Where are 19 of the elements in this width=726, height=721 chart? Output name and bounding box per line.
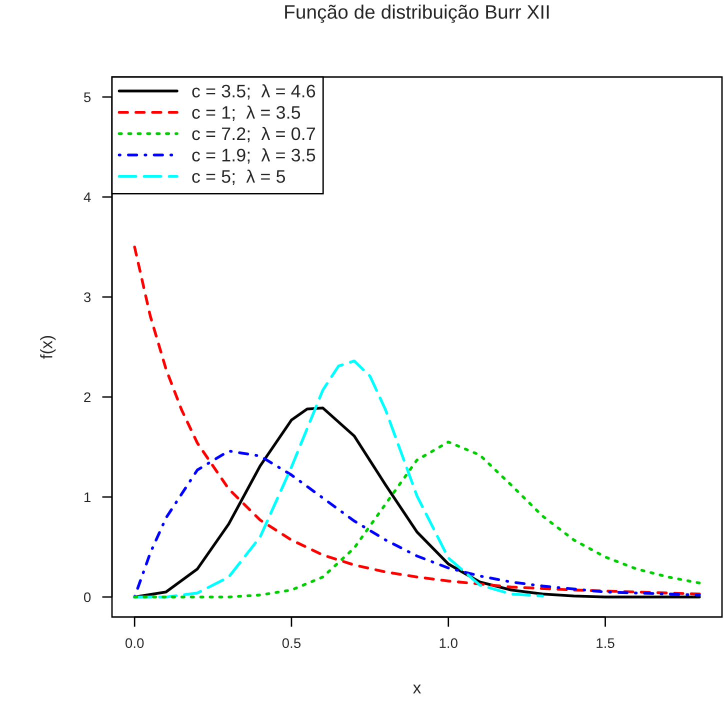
chart-title: Função de distribuição Burr XII [285, 4, 549, 23]
x-tick-label: 1.0 [440, 638, 458, 648]
x-tick-label: 1.5 [596, 638, 614, 648]
legend-label: c = 3.5; λ = 4.6 [192, 84, 316, 100]
x-axis-title: x [413, 684, 421, 694]
line-series [133, 246, 701, 596]
y-tick-label: 1 [84, 492, 90, 502]
x-tick-label: 0.0 [125, 638, 144, 648]
legend-label: c = 7.2; λ = 0.7 [192, 126, 315, 142]
legend-label: c = 5; λ = 5 [192, 170, 286, 185]
y-tick-label: 4 [84, 192, 91, 202]
x-tick-label: 0.5 [282, 638, 301, 648]
legend-label: c = 1; λ = 3.5 [192, 106, 300, 121]
y-axis-title: f(x) [40, 336, 56, 359]
legend-label: c = 1.9; λ = 3.5 [192, 148, 316, 164]
y-tick-label: 0 [84, 592, 91, 602]
y-tick-label: 2 [84, 392, 90, 402]
y-tick-label: 3 [84, 292, 91, 302]
y-tick-label: 5 [84, 92, 91, 102]
